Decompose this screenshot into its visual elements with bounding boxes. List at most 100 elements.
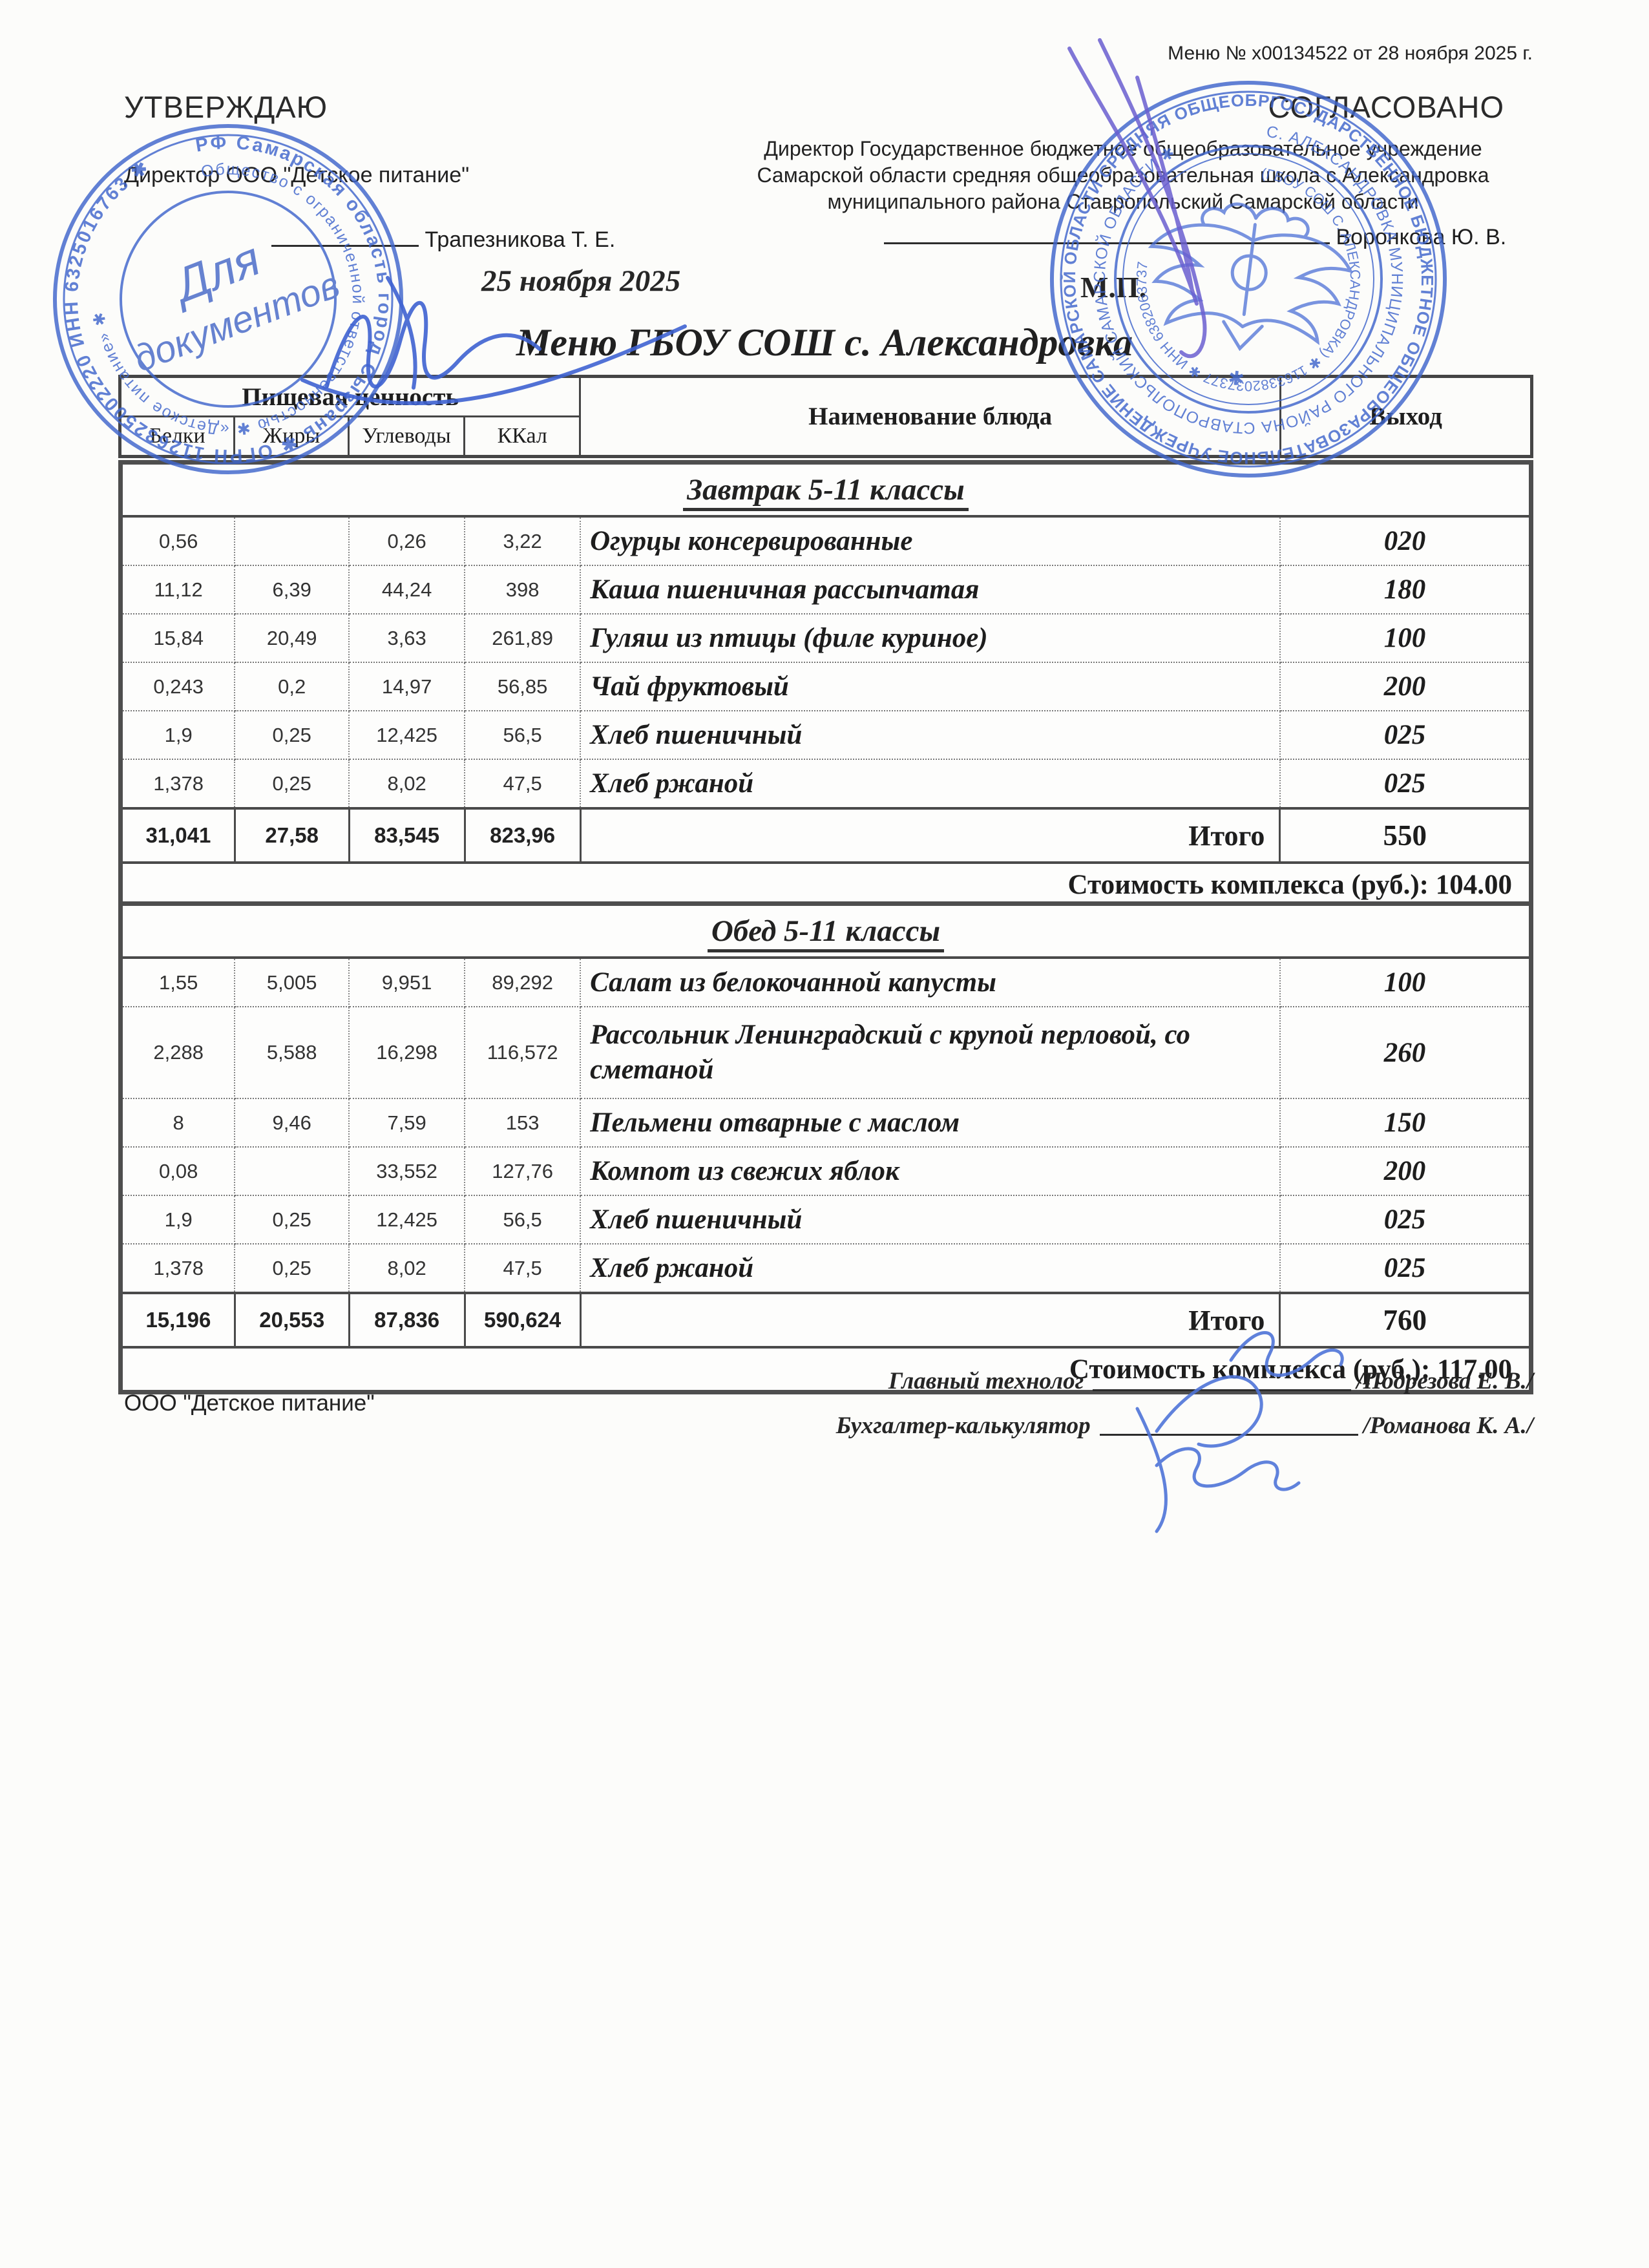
- kcal-value: 398: [465, 565, 582, 614]
- dish-name: Чай фруктовый: [580, 662, 1281, 711]
- dish-name: Хлеб пшеничный: [580, 1195, 1281, 1244]
- stamp-star: ✱: [1227, 367, 1246, 390]
- total-protein: 31,041: [120, 807, 236, 864]
- school-round-stamp: ГОСУДАРСТВЕННОЕ БЮДЖЕТНОЕ ОБЩЕОБРАЗОВАТЕ…: [1003, 34, 1464, 489]
- table-row: 15,84 20,49 3,63 261,89 Гуляш из птицы (филе…: [120, 614, 1531, 663]
- carbs-value: 3,63: [349, 614, 466, 663]
- total-portion: 550: [1279, 807, 1531, 864]
- header-fats: Жиры: [233, 415, 350, 457]
- protein-value: 0,56: [120, 516, 236, 566]
- carbs-value: 0,26: [349, 516, 466, 566]
- total-label: Итого: [580, 807, 1281, 864]
- portion-value: 020: [1279, 516, 1531, 566]
- protein-value: 0,08: [120, 1147, 236, 1196]
- carbs-value: 7,59: [349, 1098, 466, 1148]
- total-fats: 20,553: [235, 1292, 350, 1349]
- total-kcal: 823,96: [465, 807, 582, 864]
- kcal-value: 153: [465, 1098, 582, 1148]
- technologist-row: Главный технолог /Подрезова Е. В./: [693, 1367, 1533, 1395]
- lunch-table: Обед 5-11 классы 1,55 5,005 9,951 89,292 Сала…: [118, 901, 1533, 1394]
- portion-value: 025: [1279, 1244, 1531, 1294]
- fats-value: 0,2: [235, 662, 350, 711]
- table-row: 0,08 33,552 127,76 Компот из свежих яблок 20…: [120, 1147, 1531, 1196]
- fats-value: 20,49: [235, 614, 350, 663]
- fats-value: 5,005: [235, 958, 350, 1007]
- dish-name: Хлеб ржаной: [580, 759, 1281, 809]
- table-row: 1,55 5,005 9,951 89,292 Салат из белокочанно…: [120, 958, 1531, 1007]
- total-protein: 15,196: [120, 1292, 236, 1349]
- protein-value: 15,84: [120, 614, 236, 663]
- protein-value: 1,9: [120, 1195, 236, 1244]
- carbs-value: 16,298: [349, 1007, 466, 1099]
- protein-value: 0,243: [120, 662, 236, 711]
- table-row: 11,12 6,39 44,24 398 Каша пшеничная рассыпча…: [120, 565, 1531, 614]
- portion-value: 100: [1279, 614, 1531, 663]
- signature-line: [271, 244, 419, 247]
- total-fats: 27,58: [235, 807, 350, 864]
- section-title: Обед 5-11 классы: [707, 914, 945, 952]
- protein-value: 11,12: [120, 565, 236, 614]
- portion-value: 200: [1279, 1147, 1531, 1196]
- portion-value: 025: [1279, 711, 1531, 760]
- protein-value: 2,288: [120, 1007, 236, 1099]
- kcal-value: 56,5: [465, 711, 582, 760]
- protein-value: 1,55: [120, 958, 236, 1007]
- approve-role: Директор ООО "Детское питание": [124, 163, 470, 187]
- portion-value: 100: [1279, 958, 1531, 1007]
- menu-reference-line: Меню № х00134522 от 28 ноября 2025 г.: [1168, 43, 1533, 64]
- signature-line: [1099, 1433, 1358, 1436]
- signature-line: [1093, 1389, 1352, 1391]
- fats-value: 5,588: [235, 1007, 350, 1099]
- total-carbs: 83,545: [349, 807, 466, 864]
- total-carbs: 87,836: [349, 1292, 466, 1349]
- header-carbs: Углеводы: [347, 415, 466, 457]
- portion-value: 150: [1279, 1098, 1531, 1148]
- approve-date: 25 ноября 2025: [481, 264, 681, 298]
- accountant-name: /Романова К. А./: [1363, 1412, 1533, 1439]
- portion-value: 200: [1279, 662, 1531, 711]
- approve-signature-row: Трапезникова Т. Е.: [271, 227, 615, 253]
- dish-name: Каша пшеничная рассыпчатая: [580, 565, 1281, 614]
- table-row: 8 9,46 7,59 153 Пельмени отварные с маслом 15…: [120, 1098, 1531, 1148]
- kcal-value: 261,89: [465, 614, 582, 663]
- total-portion: 760: [1279, 1292, 1531, 1349]
- kcal-value: 47,5: [465, 759, 582, 809]
- breakfast-table: Завтрак 5-11 классы 0,56 0,26 3,22 Огурцы ко…: [118, 460, 1533, 910]
- complex-cost: Стоимость комплекса (руб.): 104.00: [1067, 869, 1512, 900]
- fats-value: 6,39: [235, 565, 350, 614]
- total-row: 15,196 20,553 87,836 590,624 Итого 760: [120, 1292, 1531, 1349]
- portion-value: 180: [1279, 565, 1531, 614]
- dish-name: Компот из свежих яблок: [580, 1147, 1281, 1196]
- carbs-value: 14,97: [349, 662, 466, 711]
- fats-value: [235, 516, 350, 566]
- dish-name: Рассольник Ленинградский с крупой перлов…: [580, 1007, 1281, 1099]
- fats-value: 9,46: [235, 1098, 350, 1148]
- table-row: 0,56 0,26 3,22 Огурцы консервированные 020: [120, 516, 1531, 566]
- accountant-label: Бухгалтер-калькулятор: [835, 1412, 1091, 1439]
- dish-name: Салат из белокочанной капусты: [580, 958, 1281, 1007]
- total-kcal: 590,624: [465, 1292, 582, 1349]
- table-row: 1,378 0,25 8,02 47,5 Хлеб ржаной 025: [120, 759, 1531, 809]
- table-row: 2,288 5,588 16,298 116,572 Рассольник Ленинг…: [120, 1007, 1531, 1099]
- header-kcal: ККал: [463, 415, 582, 457]
- fats-value: 0,25: [235, 1244, 350, 1294]
- portion-value: 260: [1279, 1007, 1531, 1099]
- carbs-value: 12,425: [349, 1195, 466, 1244]
- section-title: Завтрак 5-11 классы: [683, 473, 969, 511]
- dish-name: Хлеб ржаной: [580, 1244, 1281, 1294]
- agree-heading: СОГЛАСОВАНО: [1268, 90, 1504, 124]
- cost-row: Стоимость комплекса (руб.): 104.00: [121, 863, 1531, 908]
- header-dish-name: Наименование блюда: [579, 375, 1282, 457]
- technologist-name: /Подрезова Е. В./: [1356, 1368, 1533, 1394]
- kcal-value: 56,85: [465, 662, 582, 711]
- kcal-value: 47,5: [465, 1244, 582, 1294]
- footer-signatures: Главный технолог /Подрезова Е. В./ Бухга…: [693, 1367, 1533, 1456]
- fats-value: 0,25: [235, 759, 350, 809]
- dish-name: Гуляш из птицы (филе куриное): [580, 614, 1281, 663]
- double-headed-eagle-emblem: [1148, 202, 1354, 352]
- section-title-cell: Обед 5-11 классы: [120, 903, 1531, 959]
- agree-signer-name: Воронкова Ю. В.: [1336, 225, 1507, 249]
- footer-organization: ООО "Детское питание": [124, 1391, 375, 1416]
- carbs-value: 8,02: [349, 759, 466, 809]
